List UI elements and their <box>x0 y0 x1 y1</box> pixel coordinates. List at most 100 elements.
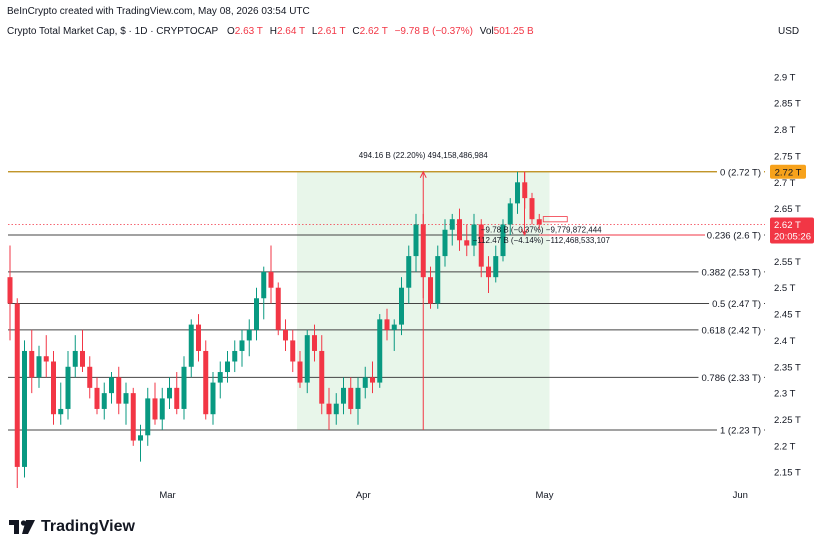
y-tick-label: 2.35 T <box>774 362 801 373</box>
y-tick-label: 2.3 T <box>774 389 796 400</box>
candle-body <box>239 340 245 351</box>
fib-top-badge-text: 2.72 T <box>775 167 802 178</box>
y-tick-label: 2.45 T <box>774 310 801 321</box>
y-tick-label: 2.9 T <box>774 72 796 83</box>
candle-body <box>232 350 238 362</box>
candle-body <box>43 356 49 362</box>
candle-body <box>174 387 180 409</box>
fib-label-bg <box>698 371 764 385</box>
open-value: 2.63 T <box>234 26 263 37</box>
candle-body <box>254 298 259 330</box>
candle-body <box>515 182 520 204</box>
high-label: H <box>269 26 277 37</box>
candle-body <box>377 319 383 383</box>
candle-body <box>116 377 122 404</box>
volume-label: Vol <box>479 26 494 37</box>
candle-body <box>246 329 252 341</box>
x-tick-label: Apr <box>356 490 371 501</box>
x-tick-label: Jun <box>733 490 748 501</box>
candle-body <box>536 219 542 225</box>
y-tick-label: 2.5 T <box>774 283 796 294</box>
candle-body <box>80 350 85 367</box>
measure-down-arrow <box>521 228 528 237</box>
candle-body <box>399 287 404 325</box>
y-tick-label: 2.2 T <box>774 441 796 452</box>
low-label: L <box>311 26 318 37</box>
candle-body <box>348 387 354 409</box>
candle-body <box>406 256 412 288</box>
candle-body <box>478 224 484 267</box>
x-tick-label: Mar <box>159 490 175 501</box>
volume-value: 501.25 B <box>493 26 534 37</box>
candle-body <box>167 387 172 399</box>
candle-body <box>362 377 368 388</box>
candle-body <box>7 277 13 304</box>
candle-body <box>225 361 230 373</box>
fib-label-0.236: 0.236 (2.6 T) <box>707 231 761 242</box>
candle-body <box>507 203 513 225</box>
candle-body <box>319 350 325 404</box>
candle-body <box>341 387 346 404</box>
fib-label-bg <box>703 229 764 243</box>
y-tick-label: 2.15 T <box>774 468 801 479</box>
y-tick-label: 2.75 T <box>774 151 801 162</box>
brand-name: TradingView <box>41 518 135 535</box>
candle-body <box>14 303 20 467</box>
y-tick-label: 2.4 T <box>774 336 796 347</box>
close-label: C <box>352 26 360 37</box>
open-label: O <box>226 26 235 37</box>
candle-body <box>101 393 107 409</box>
fib-label-0.618: 0.618 (2.42 T) <box>701 325 761 336</box>
fib-label-0: 0 (2.72 T) <box>720 167 761 178</box>
candle-body <box>51 361 56 415</box>
currency-label[interactable]: USD <box>778 26 800 37</box>
candle-body <box>196 324 201 351</box>
y-tick-label: 2.65 T <box>774 204 801 215</box>
candle-body <box>333 403 339 415</box>
candle-body <box>413 224 419 257</box>
measure-small-box <box>542 216 568 223</box>
close-value: 2.62 T <box>359 26 388 37</box>
candle-body <box>290 340 296 362</box>
candle-body <box>261 271 267 299</box>
candle-body <box>22 350 27 467</box>
candle-body <box>210 382 216 415</box>
chart-credit: BeInCrypto created with TradingView.com,… <box>7 6 310 17</box>
candle-body <box>268 271 274 288</box>
last-price-text: 2.62 T <box>774 220 801 231</box>
candle-body <box>130 393 136 441</box>
symbol-title: Crypto Total Market Cap, $ · 1D · CRYPTO… <box>7 26 219 37</box>
fib-label-bg <box>716 424 764 438</box>
y-tick-label: 2.8 T <box>774 125 796 136</box>
y-tick-label: 2.7 T <box>774 178 796 189</box>
fib-label-bg <box>716 166 764 180</box>
candle-body <box>188 324 194 367</box>
candle-body <box>471 224 477 246</box>
candle-body <box>138 435 143 441</box>
candle-body <box>442 229 448 257</box>
fib-label-bg <box>709 298 764 312</box>
candle-body <box>159 398 165 420</box>
candle-body <box>217 372 223 383</box>
tradingview-logo-icon <box>9 520 35 534</box>
change-value: −9.78 B (−0.37%) <box>394 26 473 37</box>
candle-body <box>384 319 390 330</box>
candle-body <box>464 240 470 246</box>
symbol-legend: Crypto Total Market Cap, $ · 1D · CRYPTO… <box>7 26 538 37</box>
high-value: 2.64 T <box>276 26 306 37</box>
fib-label-bg <box>698 266 764 280</box>
candle-body <box>297 361 303 383</box>
candle-body <box>123 393 129 404</box>
countdown-text: 20:05:26 <box>774 231 811 242</box>
candle-body <box>72 350 78 367</box>
candle-body <box>29 350 35 378</box>
fib-label-bg <box>698 324 764 338</box>
candle-body <box>203 350 209 415</box>
candle-body <box>457 219 462 241</box>
measure-up-arrow <box>419 170 427 178</box>
tradingview-brand: TradingView <box>9 518 135 536</box>
candle-body <box>370 377 375 383</box>
candle-body <box>152 398 158 420</box>
fib-label-0.382: 0.382 (2.53 T) <box>701 267 761 278</box>
